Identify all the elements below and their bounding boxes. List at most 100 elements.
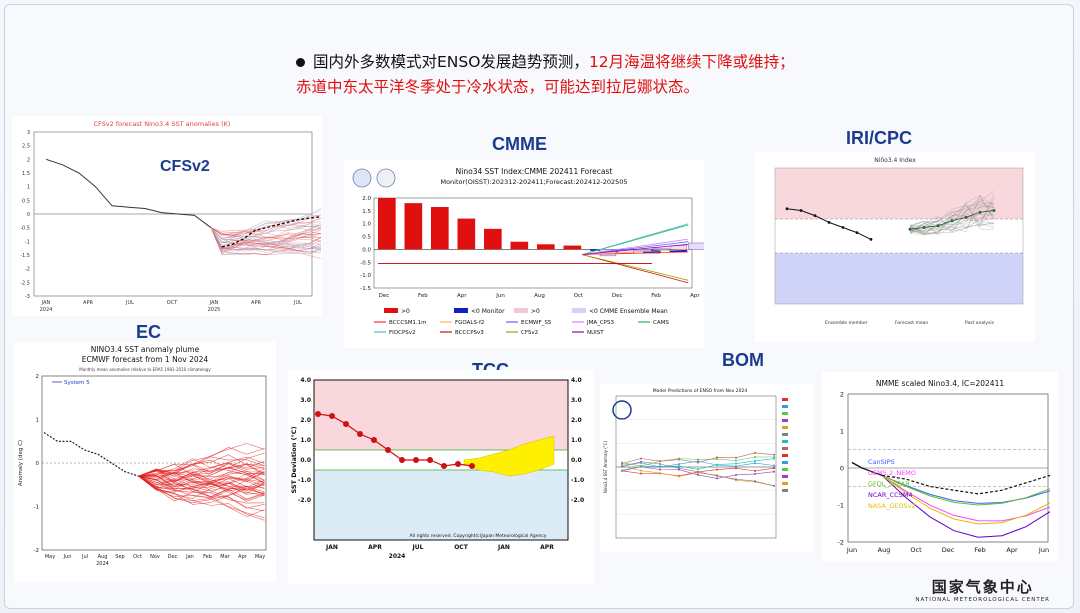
iri-member-line: [909, 202, 995, 235]
ec-xtick: Sep: [115, 554, 124, 560]
tcc-ytick-left: 3.0: [300, 397, 311, 404]
cmme-monitor-bar: [537, 244, 555, 250]
cmme-xtick: Aug: [534, 293, 545, 299]
bom-model-point: [773, 467, 775, 470]
ec-xtick: Apr: [238, 554, 248, 560]
bom-model-point: [640, 465, 642, 468]
tcc-observed-point: [441, 463, 447, 469]
iri-forecast-point: [978, 210, 982, 214]
iri-member-line: [909, 195, 995, 235]
nmme-xtick: Feb: [974, 546, 986, 554]
cmme-ytick: 0.0: [362, 247, 371, 253]
tcc-forecast-range: [463, 435, 555, 477]
ec-xtick: Oct: [133, 554, 142, 560]
cmme-xtick: Apr: [457, 293, 467, 299]
tcc-panel: 4.0 4.0 3.0 3.0 2.0 2.0 1.0 1.0 0.0 0.0 -1.0 -1.0 -2…: [288, 370, 594, 584]
nmme-panel: NMME scaled Nino3.4, IC=202411 2 1 0 -1 -2 Jun…: [822, 372, 1058, 562]
tcc-ytick-right: 1.0: [571, 437, 582, 444]
cfsv2-label: CFSv2: [160, 158, 210, 175]
ec-member-line: [138, 474, 265, 494]
cmme-model-line: [582, 243, 689, 255]
iri-member-line: [909, 206, 995, 233]
nmme-xtick: Dec: [942, 546, 955, 554]
cmme-ensemble-bar: [635, 249, 652, 252]
cmme-monitor-bar: [510, 241, 529, 250]
cmme-model-line: [582, 238, 689, 255]
tcc-plot-frame: [313, 379, 569, 541]
bom-model-point: [697, 470, 699, 473]
cfsv2-xtick: JAN: [41, 300, 51, 306]
ec-xtick: Feb: [203, 554, 212, 560]
bom-model-point: [640, 457, 642, 460]
cfsv2-ytick: 2.5: [22, 144, 30, 150]
header-line-1: 国内外多数模式对ENSO发展趋势预测，12月海温将继续下降或维持；: [296, 50, 795, 75]
cmme-monitor-bar: [457, 218, 476, 250]
cfsv2-member-line: [210, 227, 322, 254]
bom-model-point: [716, 477, 718, 480]
cfsv2-title: CFSv2 forecast Nino3.4 SST anomalies (K): [94, 120, 231, 128]
bom-model-point: [735, 456, 737, 459]
bom-model-point: [678, 465, 680, 468]
iri-member-line: [909, 195, 995, 234]
iri-legend-label: Past analysis: [965, 320, 995, 326]
bom-model-point: [735, 473, 737, 476]
iri-member-line: [909, 196, 995, 235]
bom-panel: Model Predictions of ENSO from Nov 2024 N…: [600, 384, 814, 552]
iri-observed-point: [799, 209, 803, 212]
cmme-monitor-bar: [563, 245, 582, 250]
cmme-subtitle: Monitor(OISST):202312-202411;Forecast:20…: [440, 178, 627, 186]
ec-legend-label: System 5: [64, 380, 90, 386]
iri-member-line: [909, 197, 995, 234]
cfsv2-ytick: 3: [27, 130, 30, 136]
cmme-legend-swatch: [384, 308, 398, 313]
cmme-ytick: -1.5: [360, 286, 371, 292]
bom-model-point: [678, 458, 680, 461]
bom-legend-swatch: [782, 475, 788, 478]
bom-legend-swatch: [782, 398, 788, 401]
nmme-xtick: Jun: [1038, 546, 1049, 554]
iri-member-line: [909, 213, 995, 235]
bom-label: BOM: [722, 350, 764, 370]
bom-legend-swatch: [782, 440, 788, 443]
ec-member-line: [138, 475, 265, 502]
cfsv2-mean-line: [221, 216, 322, 248]
tcc-xtick: APR: [368, 544, 382, 551]
cmme-ensemble-bar: [652, 247, 670, 250]
iri-forecast-point: [908, 227, 912, 231]
iri-observed-point: [785, 207, 789, 211]
nmme-model-label: GFDL_SPEAR: [868, 480, 910, 488]
bom-model-point: [697, 458, 699, 461]
bom-model-point: [659, 472, 661, 475]
bom-model-point: [659, 468, 661, 471]
ec-xtick: Jul: [81, 554, 88, 560]
tcc-ytick-right: 3.0: [571, 397, 582, 404]
ec-xtick: Aug: [98, 554, 108, 560]
bom-legend-swatch: [782, 489, 788, 492]
iri-member-line: [909, 204, 995, 232]
cfsv2-ytick: -1: [25, 239, 30, 245]
ec-member-line: [138, 462, 265, 485]
bom-model-point: [640, 469, 642, 472]
iri-title: Niño3.4 Index: [874, 157, 916, 164]
ec-observed-line: [43, 432, 139, 477]
bom-model-point: [735, 467, 737, 470]
tcc-observed-point: [357, 431, 363, 437]
cfsv2-xtick: JAN: [209, 300, 219, 306]
bom-ylabel: Nino3.4 SST Anomaly (°C): [603, 440, 608, 493]
bom-model-point: [659, 465, 661, 468]
nmme-xtick: Apr: [1006, 546, 1018, 554]
bom-model-point: [640, 460, 642, 463]
nmme-chart: NMME scaled Nino3.4, IC=202411210-1-2Jun…: [838, 379, 1051, 554]
bom-model-point: [678, 475, 680, 478]
cfsv2-member-line: [210, 208, 322, 239]
tcc-observed-point: [427, 457, 433, 463]
cma-logo-icon: [352, 168, 372, 188]
iri-forecast-point: [936, 224, 940, 228]
cfsv2-member-line: [210, 223, 322, 234]
cmme-model-line: [582, 223, 689, 255]
ec-member-line: [138, 463, 265, 483]
ec-ylabel: Anomaly (deg C): [18, 440, 24, 486]
bom-legend-swatch: [782, 454, 788, 457]
header-line-2: 赤道中东太平洋冬季处于冷水状态，可能达到拉尼娜状态。: [296, 78, 700, 96]
cmme-monitor-bar: [378, 198, 396, 250]
